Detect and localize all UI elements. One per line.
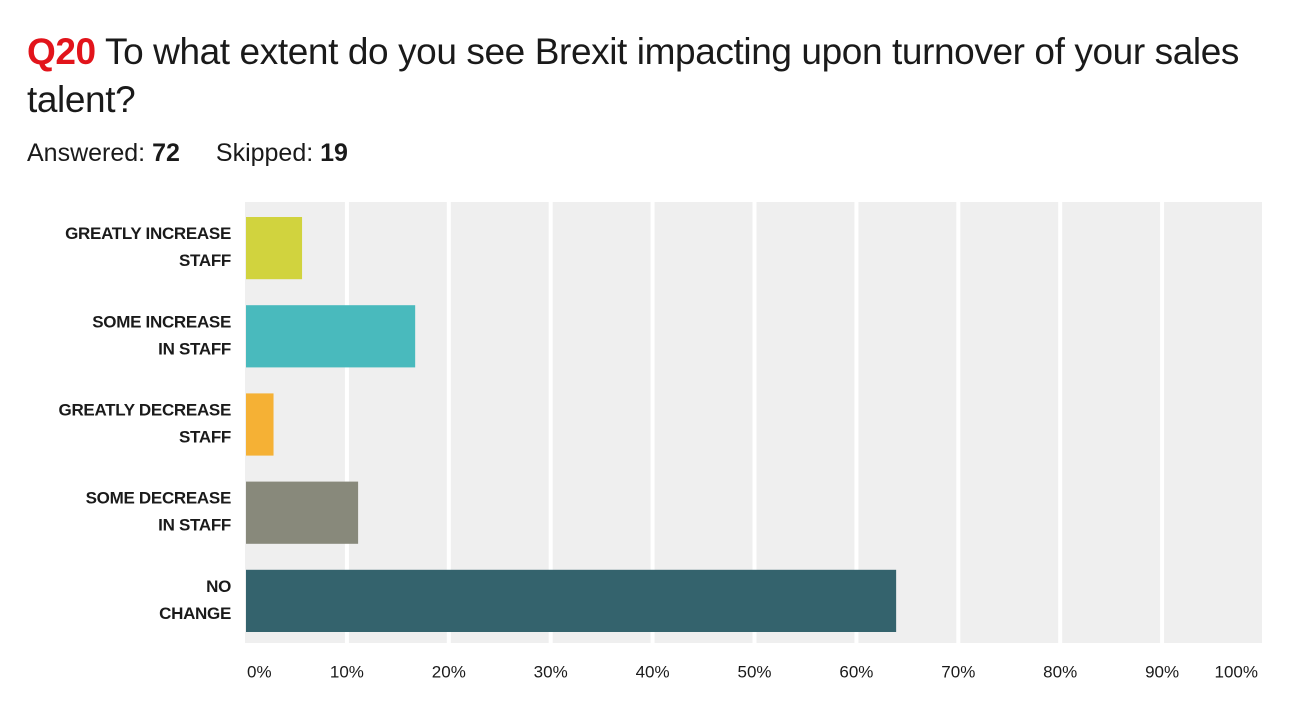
question-text: To what extent do you see Brexit impacti… [27,31,1240,120]
grid-lines [344,202,1266,643]
category-label: SOME DECREASE [86,489,231,508]
x-tick-label: 0% [247,662,272,681]
category-label: SOME INCREASE [92,312,231,331]
bar [246,393,274,456]
answered-count: 72 [152,139,180,167]
bars [246,217,897,632]
response-stats: Answered: 72 Skipped: 19 [27,137,348,169]
x-tick-label: 80% [1043,662,1077,681]
x-tick-label: 40% [636,662,670,681]
bar [246,481,359,544]
category-label: GREATLY INCREASE [65,224,231,243]
question-number: Q20 [27,31,96,72]
x-tick-label: 60% [839,662,873,681]
x-tick-label: 30% [534,662,568,681]
x-axis-ticks: 0% 10% 20% 30% 40% 50% 60% 70% 80% 90% 100% [247,662,1258,681]
category-label: STAFF [179,427,231,446]
category-labels: GREATLY INCREASE STAFF SOME INCREASE IN STA… [59,224,232,623]
question-title: Q20 To what extent do you see Brexit imp… [27,28,1247,124]
category-label: GREATLY DECREASE [59,400,231,419]
skipped-count: 19 [320,139,348,167]
category-label: NO [206,577,231,596]
x-tick-label: 70% [941,662,975,681]
category-label: STAFF [179,251,231,270]
bar [246,569,897,632]
answered-label: Answered: [27,139,146,167]
x-tick-label: 50% [737,662,771,681]
category-label: IN STAFF [158,516,231,535]
bar [246,305,416,368]
x-tick-label: 100% [1215,662,1258,681]
x-tick-label: 90% [1145,662,1179,681]
x-tick-label: 20% [432,662,466,681]
bar [246,217,303,280]
category-label: CHANGE [159,604,231,623]
skipped-label: Skipped: [215,139,314,167]
x-tick-label: 10% [330,662,364,681]
category-label: IN STAFF [158,339,231,358]
